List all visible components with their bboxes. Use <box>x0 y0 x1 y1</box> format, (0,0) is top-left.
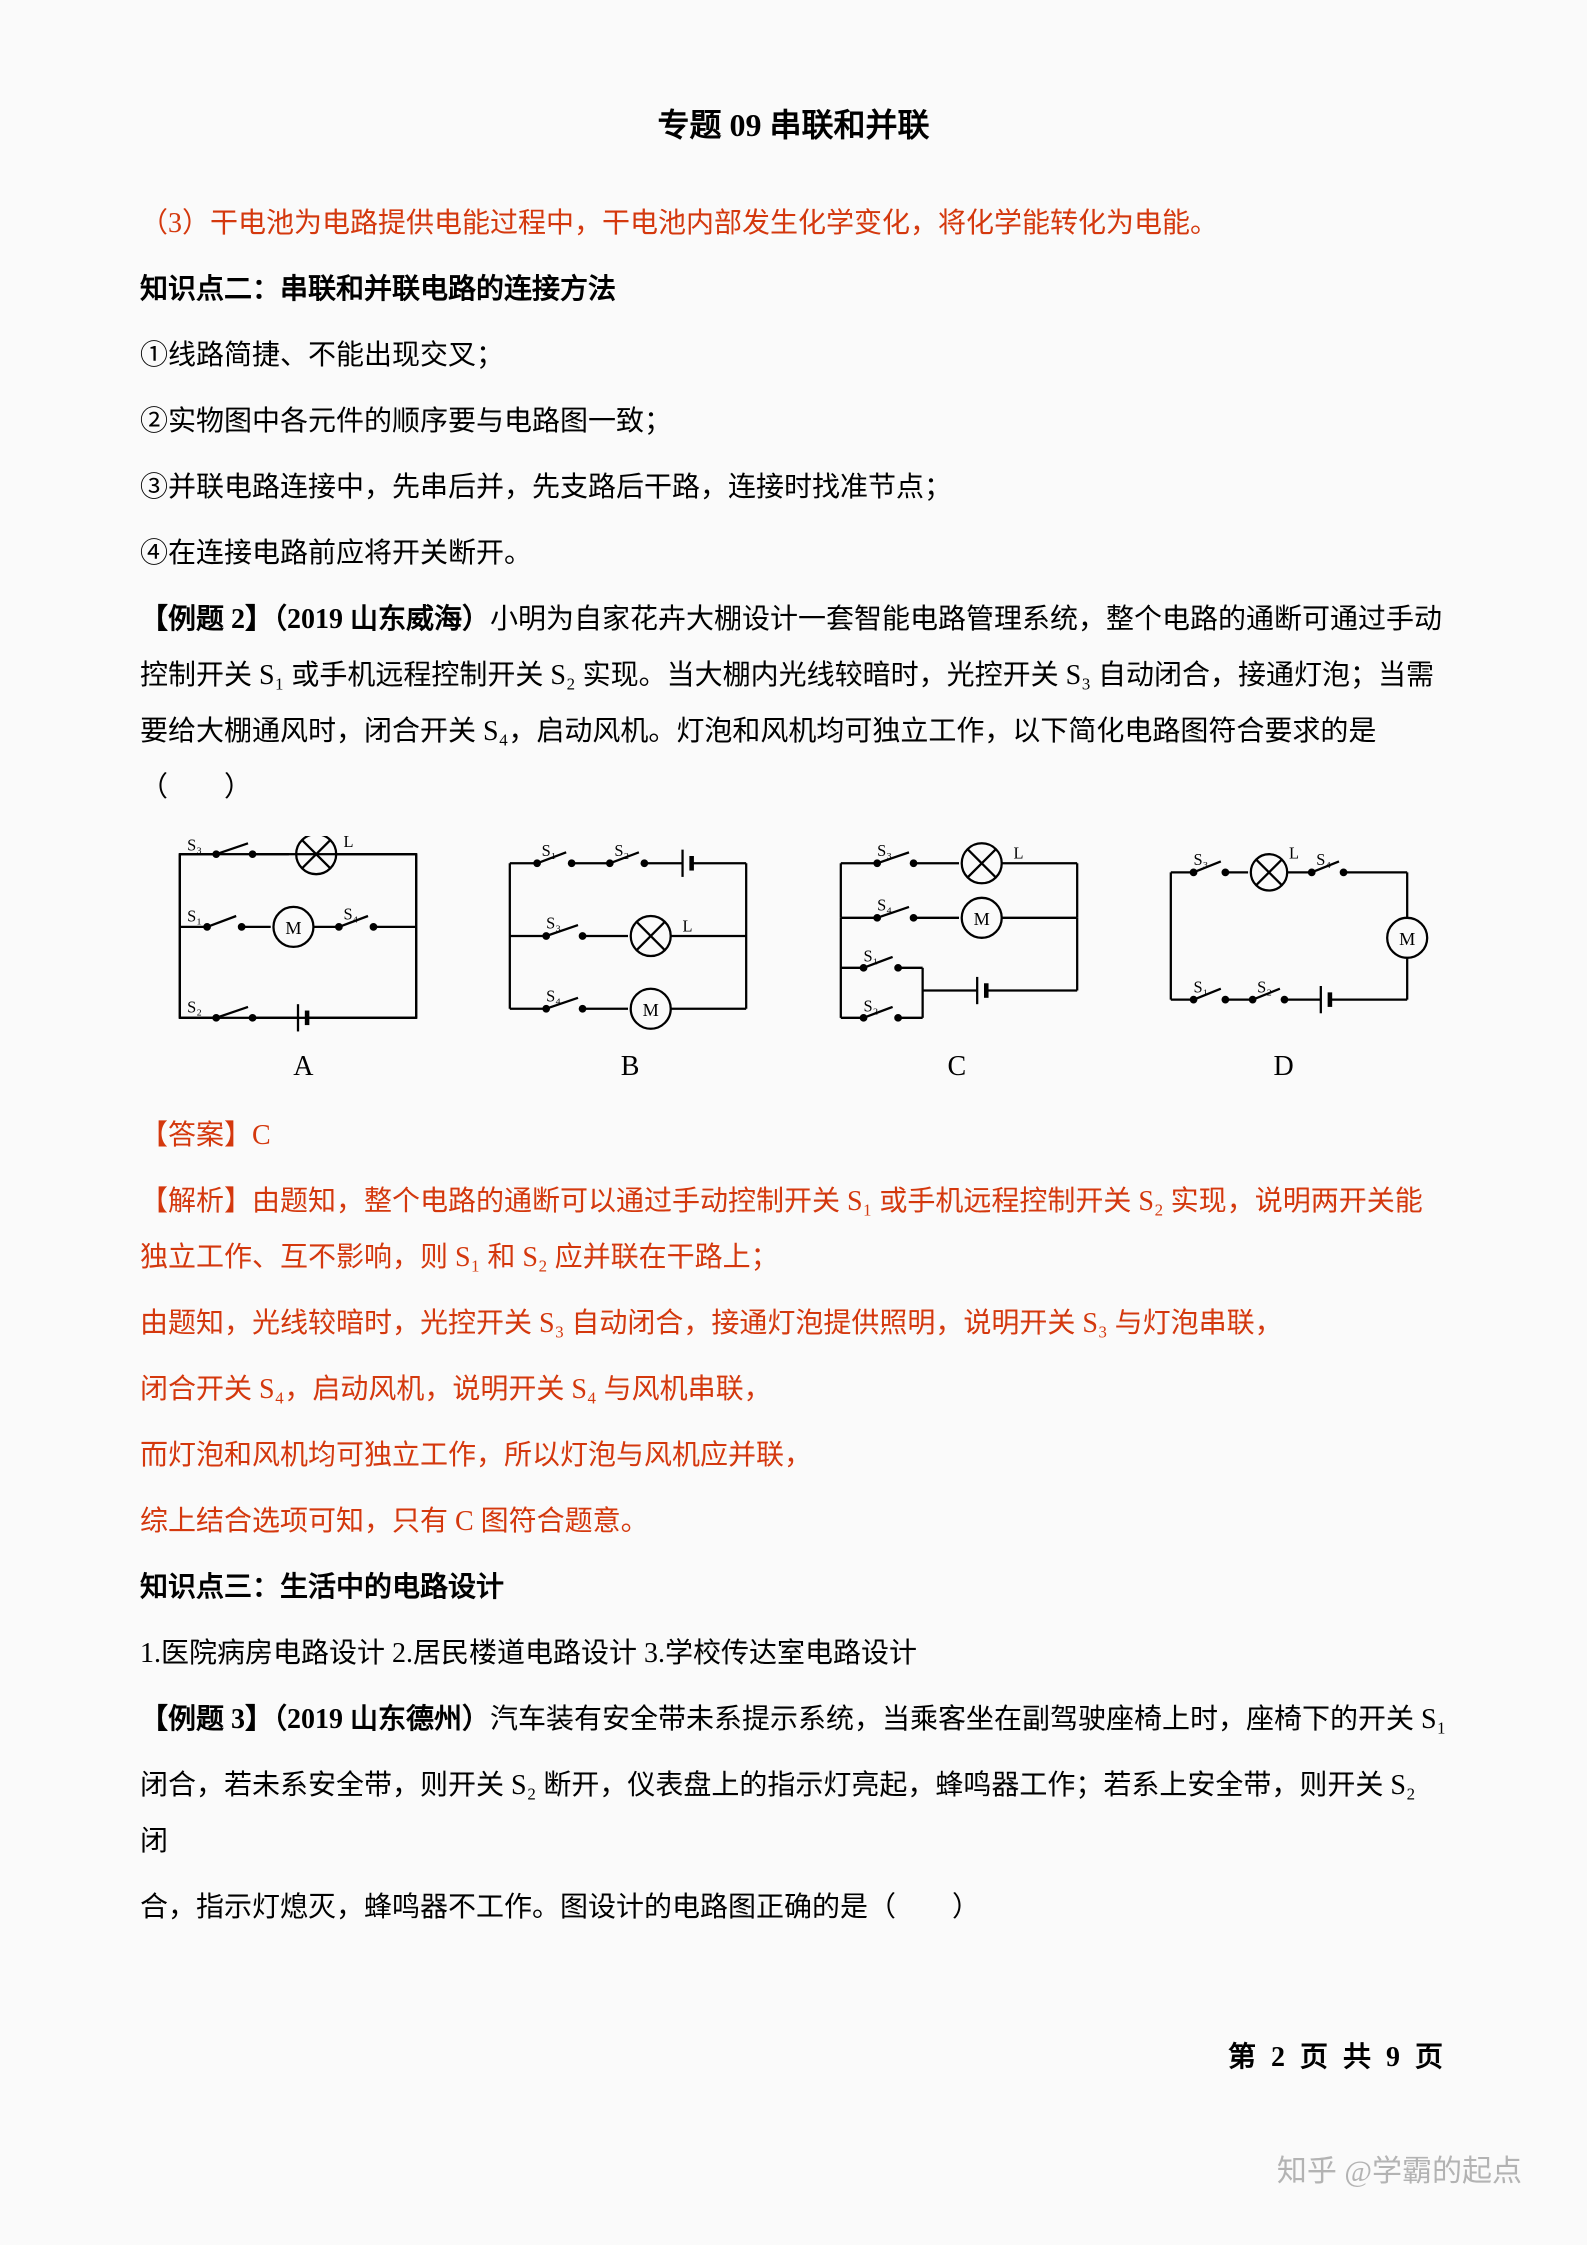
example-2: 【例题 2】（2019 山东威海）小明为自家花卉大棚设计一套智能电路管理系统，整… <box>140 592 1447 816</box>
example-2-prefix: 【例题 2】（2019 山东威海） <box>140 604 490 635</box>
svg-text:L: L <box>1013 844 1023 863</box>
svg-text:M: M <box>643 1000 659 1020</box>
example-3-line2: 闭合，若未系安全带，则开关 S₂ 断开，仪表盘上的指示灯亮起，蜂鸣器工作；若系上… <box>140 1758 1447 1870</box>
knowledge-2-heading: 知识点二：串联和并联电路的连接方法 <box>140 262 1447 318</box>
analysis-prefix: 【解析】 <box>140 1186 252 1217</box>
svg-text:L: L <box>683 916 693 935</box>
svg-text:S₄: S₄ <box>546 986 561 1005</box>
circuit-diagrams: M S₃ L S₁ S₄ S₂ <box>140 836 1447 1041</box>
bullet-3: ③并联电路连接中，先串后并，先支路后干路，连接时找准节点； <box>140 460 1447 516</box>
example-3-prefix: 【例题 3】（2019 山东德州） <box>140 1704 490 1735</box>
svg-text:S₁: S₁ <box>1194 977 1209 996</box>
label-c: C <box>794 1051 1121 1083</box>
page-footer: 第 2 页 共 9 页 <box>1228 2035 1447 2075</box>
svg-text:S₃: S₃ <box>187 836 202 855</box>
circuit-a: M S₃ L S₁ S₄ S₂ <box>140 836 456 1041</box>
svg-text:S₂: S₂ <box>1257 977 1272 996</box>
analysis-body-1: 由题知，整个电路的通断可以通过手动控制开关 S₁ 或手机远程控制开关 S₂ 实现… <box>140 1186 1423 1273</box>
svg-text:L: L <box>343 836 353 851</box>
circuit-c: M S₃ L S₄ S₁ S₂ <box>801 836 1117 1041</box>
svg-text:S₁: S₁ <box>542 841 557 860</box>
svg-text:M: M <box>1399 929 1415 949</box>
circuit-b: M S₁ S₂ S₃ L S₄ <box>471 836 787 1041</box>
circuit-labels: A B C D <box>140 1051 1447 1083</box>
answer-value: C <box>252 1120 271 1151</box>
svg-text:S₄: S₄ <box>877 896 892 915</box>
point-3: （3）干电池为电路提供电能过程中，干电池内部发生化学变化，将化学能转化为电能。 <box>140 196 1447 252</box>
example-3-body-1: 汽车装有安全带未系提示系统，当乘客坐在副驾驶座椅上时，座椅下的开关 S₁ <box>490 1704 1446 1735</box>
svg-text:S₁: S₁ <box>863 946 878 965</box>
svg-text:L: L <box>1289 844 1299 863</box>
example-3-line1: 【例题 3】（2019 山东德州）汽车装有安全带未系提示系统，当乘客坐在副驾驶座… <box>140 1692 1447 1748</box>
svg-text:M: M <box>973 909 989 929</box>
svg-text:M: M <box>285 918 301 938</box>
page-title: 专题 09 串联和并联 <box>140 100 1447 146</box>
bullet-4: ④在连接电路前应将开关断开。 <box>140 526 1447 582</box>
svg-text:S₃: S₃ <box>877 841 892 860</box>
svg-text:S₂: S₂ <box>187 997 202 1016</box>
knowledge-3-heading: 知识点三：生活中的电路设计 <box>140 1560 1447 1616</box>
svg-text:S₄: S₄ <box>1317 850 1332 869</box>
analysis-4: 而灯泡和风机均可独立工作，所以灯泡与风机应并联， <box>140 1428 1447 1484</box>
knowledge-3-list: 1.医院病房电路设计 2.居民楼道电路设计 3.学校传达室电路设计 <box>140 1626 1447 1682</box>
label-b: B <box>467 1051 794 1083</box>
svg-text:S₂: S₂ <box>863 996 878 1015</box>
bullet-1: ①线路简捷、不能出现交叉； <box>140 328 1447 384</box>
svg-text:S₂: S₂ <box>615 841 630 860</box>
svg-text:S₁: S₁ <box>187 906 202 925</box>
example-3-line3: 合，指示灯熄灭，蜂鸣器不工作。图设计的电路图正确的是（ ） <box>140 1880 1447 1936</box>
analysis-5: 综上结合选项可知，只有 C 图符合题意。 <box>140 1494 1447 1550</box>
label-d: D <box>1120 1051 1447 1083</box>
watermark: 知乎 @学霸的起点 <box>1277 2146 1522 2190</box>
bullet-2: ②实物图中各元件的顺序要与电路图一致； <box>140 394 1447 450</box>
label-a: A <box>140 1051 467 1083</box>
circuit-d: M S₃ L S₄ S₁ S₂ <box>1132 836 1448 1041</box>
analysis-2: 由题知，光线较暗时，光控开关 S₃ 自动闭合，接通灯泡提供照明，说明开关 S₃ … <box>140 1296 1447 1352</box>
svg-text:S₄: S₄ <box>343 905 358 924</box>
svg-text:S₃: S₃ <box>546 914 561 933</box>
answer-line: 【答案】C <box>140 1108 1447 1164</box>
analysis-3: 闭合开关 S₄，启动风机，说明开关 S₄ 与风机串联， <box>140 1362 1447 1418</box>
analysis-1: 【解析】由题知，整个电路的通断可以通过手动控制开关 S₁ 或手机远程控制开关 S… <box>140 1174 1447 1286</box>
svg-text:S₃: S₃ <box>1194 850 1209 869</box>
answer-prefix: 【答案】 <box>140 1120 252 1151</box>
